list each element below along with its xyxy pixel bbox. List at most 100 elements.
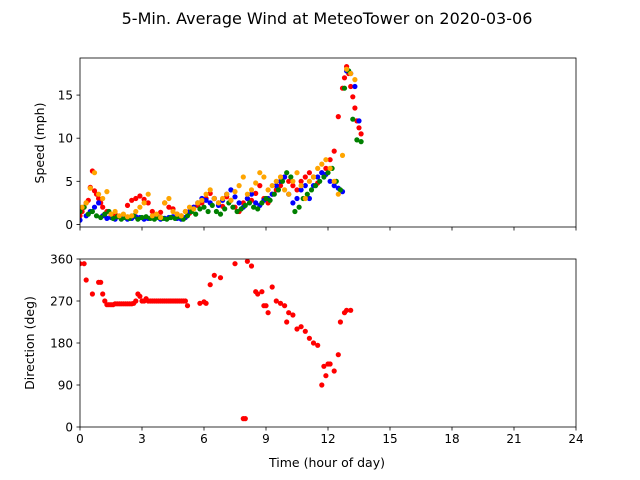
direction-point — [348, 307, 354, 313]
speed-point — [282, 187, 288, 193]
speed-point — [259, 200, 265, 206]
speed-point — [286, 178, 292, 184]
speed-point — [203, 191, 209, 197]
direction-point — [327, 361, 333, 367]
speed-point — [335, 191, 341, 197]
speed-point — [224, 191, 230, 197]
speed-point — [315, 165, 321, 171]
speed-point — [230, 204, 236, 210]
direction-point — [298, 324, 304, 330]
x-tick-label: 18 — [444, 432, 459, 446]
speed-point — [304, 191, 310, 197]
speed-point — [211, 195, 217, 202]
speed-point — [248, 187, 255, 193]
y-tick-label: 90 — [58, 379, 73, 393]
speed-point — [348, 70, 354, 77]
speed-point — [335, 114, 341, 120]
speed-point — [184, 213, 191, 219]
speed-point — [89, 208, 95, 215]
speed-point — [298, 183, 304, 189]
speed-point — [80, 204, 85, 210]
speed-point — [327, 178, 333, 184]
speed-point — [302, 195, 308, 202]
speed-point — [108, 211, 114, 217]
speed-point — [327, 157, 333, 163]
speed-panel: 0 5 10 15 — [58, 57, 577, 232]
speed-point — [186, 204, 193, 210]
direction-point — [244, 259, 250, 264]
direction-point — [344, 307, 350, 313]
speed-point — [100, 195, 106, 202]
speed-point — [306, 195, 312, 202]
speed-point — [91, 170, 98, 176]
speed-point — [337, 187, 343, 193]
speed-point — [253, 200, 259, 206]
direction-point — [323, 373, 329, 379]
direction-point — [197, 300, 203, 306]
speed-point — [80, 213, 83, 219]
speed-point — [80, 217, 83, 223]
speed-point — [325, 170, 331, 176]
speed-point — [344, 66, 350, 72]
speed-point — [294, 187, 300, 193]
speed-point — [215, 200, 222, 206]
direction-point — [290, 312, 296, 318]
speed-point — [168, 214, 174, 221]
speed-point — [83, 200, 89, 206]
speed-point — [323, 165, 329, 171]
time-xlabel: Time (hour of day) — [268, 455, 385, 470]
direction-point — [263, 303, 269, 309]
direction-point — [319, 382, 325, 388]
speed-point — [98, 214, 104, 221]
y-tick-label: 5 — [65, 175, 73, 189]
speed-point — [170, 208, 176, 215]
x-tick-label: 15 — [382, 432, 397, 446]
speed-point — [87, 185, 93, 191]
speed-point — [253, 190, 259, 196]
speed-point — [228, 197, 234, 203]
speed-point — [306, 178, 312, 184]
speed-point — [199, 197, 205, 203]
speed-point — [269, 183, 275, 189]
direction-point — [286, 310, 292, 316]
speed-point — [124, 202, 131, 208]
speed-point — [191, 206, 197, 212]
speed-point — [197, 206, 203, 212]
x-tick-label: 3 — [138, 432, 146, 446]
direction-point — [331, 368, 337, 374]
direction-point — [232, 261, 238, 267]
speed-point — [166, 195, 172, 202]
direction-point — [207, 282, 213, 288]
speed-point — [137, 204, 143, 210]
direction-point — [310, 340, 317, 346]
speed-point — [149, 213, 155, 219]
speed-point — [313, 183, 319, 189]
speed-point — [288, 174, 294, 180]
speed-point — [129, 213, 135, 219]
speed-point — [290, 200, 296, 206]
speed-point — [282, 174, 288, 180]
speed-point — [275, 187, 281, 193]
direction-point — [273, 298, 279, 304]
speed-point — [116, 213, 122, 219]
speed-point — [251, 204, 257, 210]
speed-point — [182, 208, 188, 215]
direction-point — [182, 298, 188, 304]
speed-point — [149, 208, 155, 215]
direction-point — [217, 275, 224, 281]
speed-point — [93, 213, 100, 219]
speed-point — [236, 183, 242, 189]
y-tick-label: 0 — [65, 421, 73, 435]
speed-point — [213, 208, 219, 215]
speed-point — [166, 204, 172, 210]
speed-point — [85, 211, 91, 217]
speed-point — [135, 216, 141, 222]
speed-point — [195, 200, 201, 206]
y-tick-label: 10 — [58, 132, 73, 146]
speed-point — [141, 200, 147, 206]
direction-panel: 0 3 6 9 12 15 18 21 24 0 90 180 270 360 — [50, 253, 584, 447]
speed-point — [96, 191, 102, 197]
speed-point — [352, 83, 358, 90]
direction-point — [265, 310, 271, 316]
direction-point — [89, 291, 95, 297]
